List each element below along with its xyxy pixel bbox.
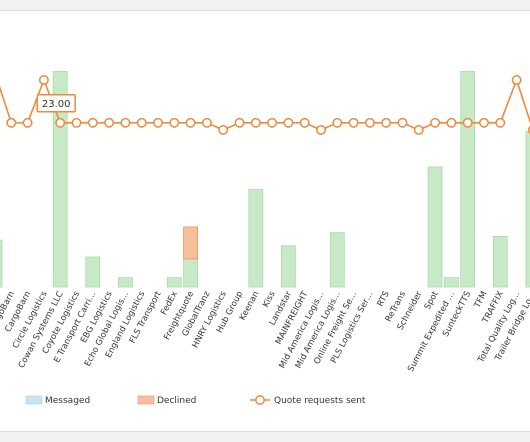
line-point[interactable] [71,117,82,128]
tooltip-value: 23.00 [42,99,71,110]
bar-declined[interactable] [183,226,199,260]
line-point[interactable] [430,117,441,128]
line-point[interactable] [87,117,98,128]
bars-layer [0,70,530,288]
line-point[interactable] [218,124,229,135]
line-point[interactable] [234,117,245,128]
x-tick-label: RTS [376,290,392,309]
line-point[interactable] [316,124,326,135]
bar-messaged[interactable] [248,189,264,288]
line-point[interactable] [479,117,489,128]
legend-swatch-quote-requests-marker[interactable] [255,395,265,405]
line-point[interactable] [250,117,261,128]
line-point[interactable] [413,124,424,135]
line-point[interactable] [136,117,147,128]
line-point[interactable] [381,117,392,128]
bar-messaged[interactable] [0,239,3,288]
legend-swatch-declined[interactable] [137,395,155,405]
line-point[interactable] [397,117,408,128]
tooltip: 23.00 [36,94,76,113]
line-point[interactable] [299,117,310,128]
bar-messaged[interactable] [525,130,530,288]
line-point[interactable] [267,117,278,128]
line-point[interactable] [153,117,163,128]
line-point[interactable] [55,117,66,128]
line-point[interactable] [120,117,131,128]
line-point[interactable] [6,117,17,128]
legend-swatch-messaged[interactable] [25,395,43,405]
bar-messaged[interactable] [329,232,345,288]
line-point[interactable] [446,117,457,128]
line-point[interactable] [104,117,115,128]
bar-messaged[interactable] [166,277,182,288]
bar-messaged[interactable] [427,166,443,288]
line-point[interactable] [22,117,33,128]
bar-messaged[interactable] [280,245,296,288]
line-point[interactable] [169,117,180,128]
legend-label-messaged[interactable]: Messaged [45,396,90,406]
legend: Messaged Declined Quote requests sent [25,395,366,406]
bar-messaged[interactable] [118,277,133,288]
bar-messaged[interactable] [460,70,476,288]
line-point[interactable] [495,117,506,128]
line-point[interactable] [348,117,359,128]
line-layer [0,75,530,135]
line-point[interactable] [283,117,294,128]
legend-label-declined[interactable]: Declined [157,396,196,406]
line-point[interactable] [364,117,375,128]
line-point[interactable] [332,117,343,128]
line-point[interactable] [185,117,196,128]
line-point[interactable] [462,117,473,128]
bar-messaged[interactable] [85,256,101,288]
bar-messaged[interactable] [443,277,459,288]
bar-messaged[interactable] [183,258,199,288]
line-point[interactable] [38,75,49,85]
tooltip-box [36,94,76,113]
line-point[interactable] [201,117,212,128]
line-point[interactable] [511,75,522,85]
legend-label-quote-requests[interactable]: Quote requests sent [274,396,366,406]
bar-messaged[interactable] [492,235,508,288]
